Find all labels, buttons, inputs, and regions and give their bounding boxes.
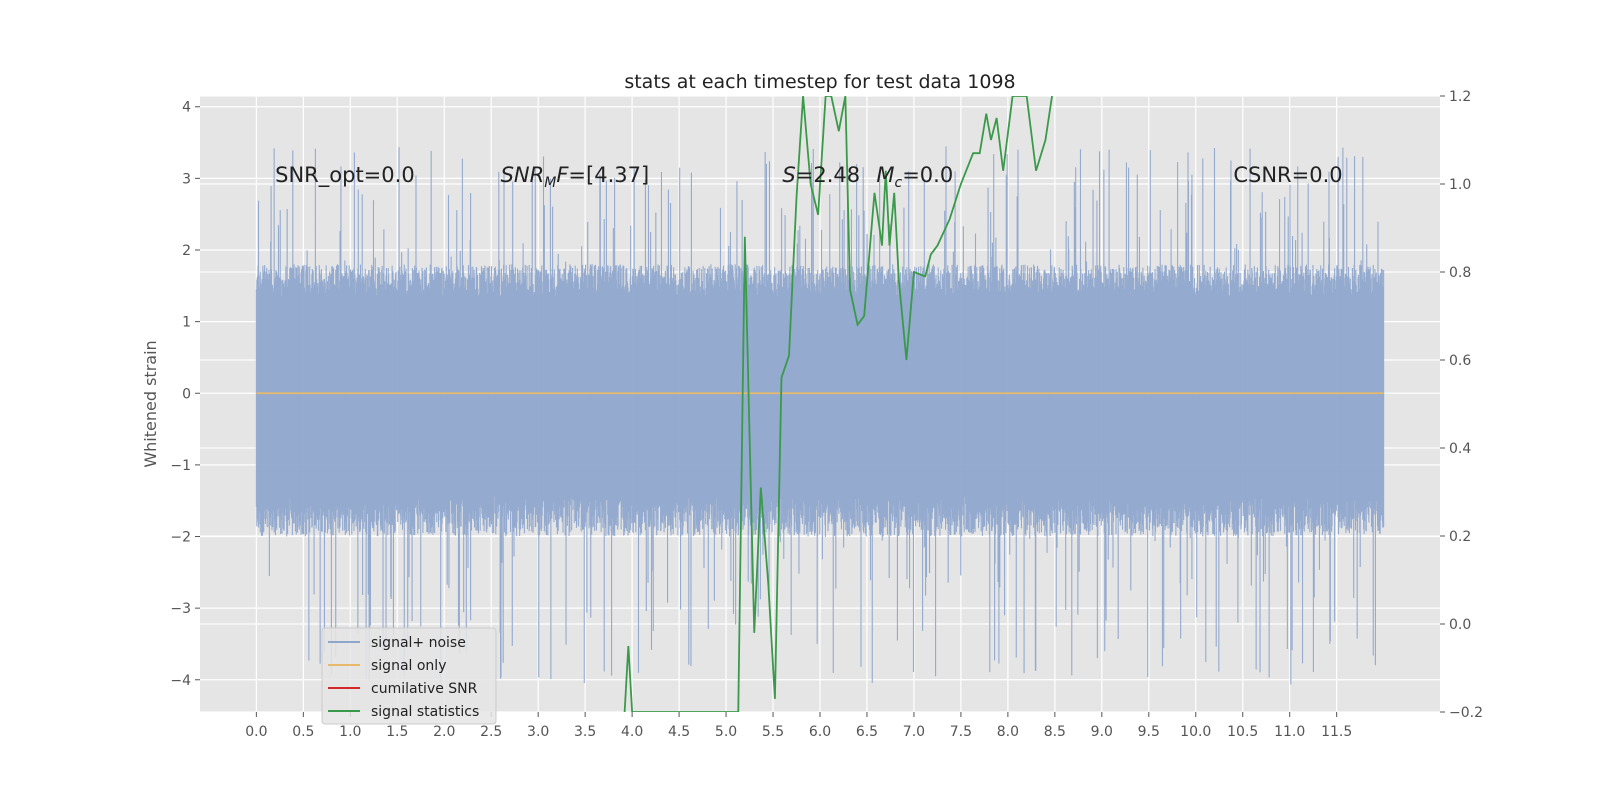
y2-tick-label: 1.0 <box>1449 177 1471 193</box>
y2-tick-label: 0.6 <box>1449 353 1471 369</box>
annotation-part: F <box>556 163 569 187</box>
x-tick-label: 7.0 <box>903 724 925 740</box>
annotation-part: =2.48 <box>796 163 860 187</box>
legend-label: signal+ noise <box>371 635 466 651</box>
y2-tick-label: 0.8 <box>1449 265 1471 281</box>
annotations: SNR_opt=0.0 SNRMF=[4.37] S=2.48 Mc=0.0 CSNR=… <box>275 163 1342 191</box>
x-tick-label: 4.0 <box>621 724 643 740</box>
x-tick-label: 5.0 <box>715 724 737 740</box>
x-tick-label: 4.5 <box>668 724 690 740</box>
x-tick-label: 7.5 <box>950 724 972 740</box>
x-tick-label: 11.0 <box>1274 724 1305 740</box>
x-tick-label: 0.0 <box>245 724 267 740</box>
y2-tick-label: 1.2 <box>1449 89 1471 105</box>
x-tick-label: 2.5 <box>480 724 502 740</box>
y-tick-label: 3 <box>182 171 191 187</box>
legend-label: cumilative SNR <box>371 681 478 697</box>
series-line-signal-statistics <box>623 96 1053 712</box>
x-tick-label: 9.0 <box>1091 724 1113 740</box>
annotation-2: S=2.48 <box>782 163 860 187</box>
y-axis-label: Whitened strain <box>141 340 160 467</box>
y-tick-label: 2 <box>182 243 191 259</box>
annotation-part: c <box>894 175 902 191</box>
x-tick-label: 5.5 <box>762 724 784 740</box>
y-tick-label: 1 <box>182 315 191 331</box>
annotation-part: =0.0 <box>902 163 953 187</box>
axis-ticks: 0.0 0.5 1.0 1.5 2.0 2.5 3.0 3.5 4.0 4.5 5.0 5.5 6.0 6… <box>170 89 1483 740</box>
annotation-1: SNRMF=[4.37] <box>501 163 650 191</box>
x-tick-label: 8.0 <box>997 724 1019 740</box>
y2-tick-label: 0.4 <box>1449 441 1471 457</box>
y2-tick-label: 0.0 <box>1449 617 1471 633</box>
x-tick-label: 6.5 <box>856 724 878 740</box>
y2-tick-label: −0.2 <box>1449 705 1483 721</box>
annotation-part: M <box>544 175 556 191</box>
x-tick-label: 3.5 <box>574 724 596 740</box>
legend-box <box>321 627 497 725</box>
annotation-4: CSNR=0.0 <box>1233 163 1342 187</box>
annotation-part: SNR <box>501 163 545 187</box>
legend-label: signal only <box>371 658 446 674</box>
annotation-part: =[4.37] <box>568 163 649 187</box>
y-tick-label: −4 <box>170 673 191 689</box>
x-tick-label: 0.5 <box>292 724 314 740</box>
annotation-0: SNR_opt=0.0 <box>275 163 415 188</box>
annotation-part: M <box>876 163 894 187</box>
x-tick-label: 3.0 <box>527 724 549 740</box>
x-tick-label: 10.0 <box>1180 724 1211 740</box>
legend: signal+ noise signal only cumilative SNR si… <box>321 627 497 725</box>
x-tick-label: 2.0 <box>433 724 455 740</box>
x-tick-label: 1.0 <box>339 724 361 740</box>
x-tick-label: 9.5 <box>1138 724 1160 740</box>
x-tick-label: 10.5 <box>1227 724 1258 740</box>
annotation-3: Mc=0.0 <box>876 163 953 191</box>
y-tick-label: 4 <box>182 100 191 116</box>
x-tick-label: 1.5 <box>386 724 408 740</box>
x-tick-label: 11.5 <box>1321 724 1352 740</box>
annotation-part: S <box>782 163 795 187</box>
y-tick-label: −1 <box>170 458 191 474</box>
series-lines <box>256 96 1384 712</box>
legend-label: signal statistics <box>371 704 479 720</box>
x-tick-label: 6.0 <box>809 724 831 740</box>
x-tick-label: 8.5 <box>1044 724 1066 740</box>
y-tick-label: −3 <box>170 601 191 617</box>
y-tick-label: −2 <box>170 530 191 546</box>
y2-tick-label: 0.2 <box>1449 529 1471 545</box>
y-tick-label: 0 <box>182 386 191 402</box>
chart-title: stats at each timestep for test data 109… <box>624 71 1015 93</box>
